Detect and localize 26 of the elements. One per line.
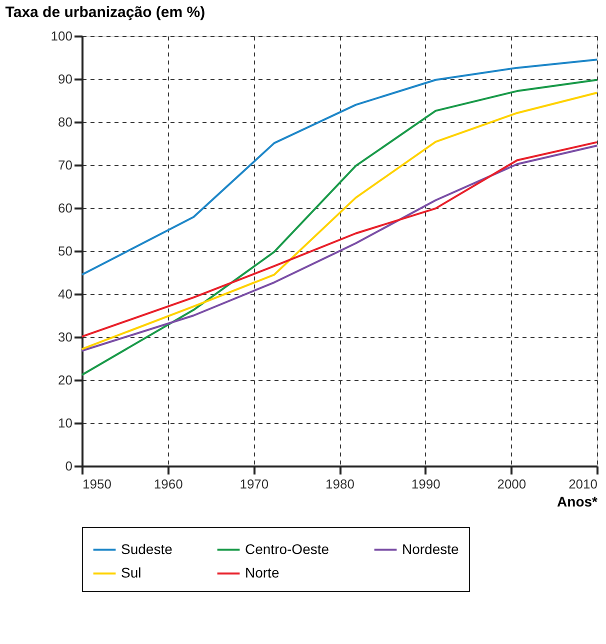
legend-label: Nordeste	[402, 540, 460, 557]
line-series	[81, 58, 598, 276]
legend-label: Sul	[121, 564, 142, 580]
y-tick-label: 20	[58, 372, 72, 388]
x-tick-label: 1980	[326, 476, 354, 492]
legend-label: Sudeste	[121, 540, 173, 557]
x-axis-title: Anos*	[557, 494, 598, 510]
y-tick-label: 40	[58, 286, 72, 302]
legend-label: Norte	[245, 564, 280, 580]
x-tick-label: 1970	[240, 476, 269, 492]
y-tick-label: 80	[58, 114, 72, 130]
x-tick-label: 1960	[154, 476, 183, 492]
x-tick-label: 1990	[411, 476, 440, 492]
x-tick-label: 2010	[568, 476, 598, 492]
y-tick-label: 30	[58, 330, 72, 344]
chart-title: Taxa de urbanização (em %)	[5, 4, 206, 21]
y-tick-label: 50	[58, 244, 72, 258]
y-tick-label: 10	[58, 416, 72, 430]
x-tick-label: 1950	[82, 476, 112, 492]
y-tick-label: 90	[58, 72, 72, 86]
legend-label: Centro-Oeste	[245, 540, 330, 557]
y-tick-label: 60	[58, 200, 72, 216]
y-tick-label: 70	[58, 158, 72, 172]
y-tick-label: 100	[50, 28, 72, 44]
y-tick-label: 0	[65, 458, 72, 474]
x-tick-label: 2000	[497, 476, 526, 492]
